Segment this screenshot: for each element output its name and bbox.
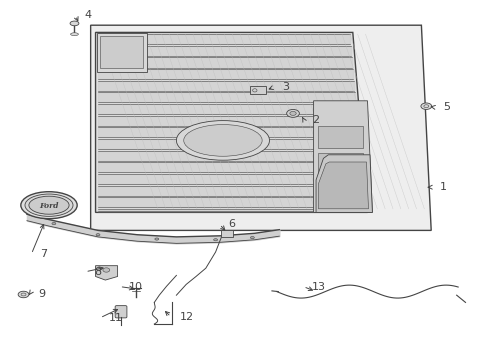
Text: 5: 5 (443, 102, 450, 112)
Text: 2: 2 (313, 115, 320, 125)
Polygon shape (314, 101, 372, 212)
Ellipse shape (421, 103, 432, 109)
Polygon shape (316, 155, 372, 212)
Bar (318, 153, 363, 175)
Text: 12: 12 (180, 312, 194, 322)
FancyBboxPatch shape (115, 306, 127, 318)
Polygon shape (97, 33, 147, 72)
Ellipse shape (250, 237, 254, 239)
Ellipse shape (176, 121, 270, 160)
Text: 9: 9 (38, 289, 46, 300)
Text: 7: 7 (40, 249, 48, 259)
Ellipse shape (96, 234, 100, 236)
Ellipse shape (155, 238, 159, 240)
Ellipse shape (25, 194, 73, 216)
Ellipse shape (287, 109, 299, 117)
Ellipse shape (52, 222, 56, 225)
Polygon shape (91, 25, 431, 230)
Polygon shape (318, 162, 368, 209)
Bar (221, 230, 233, 237)
Text: 8: 8 (94, 267, 101, 277)
Bar (318, 126, 363, 148)
Text: 1: 1 (440, 182, 447, 192)
Ellipse shape (21, 192, 77, 219)
Text: 4: 4 (84, 10, 92, 21)
Bar (250, 86, 266, 94)
Text: 10: 10 (128, 282, 143, 292)
Text: 13: 13 (312, 282, 326, 292)
Text: 6: 6 (228, 219, 235, 229)
Polygon shape (100, 36, 143, 68)
Text: 11: 11 (109, 313, 123, 323)
Text: Ford: Ford (39, 202, 59, 210)
Ellipse shape (70, 21, 79, 26)
Ellipse shape (184, 125, 262, 156)
Bar (318, 178, 363, 200)
Polygon shape (96, 266, 118, 280)
Ellipse shape (103, 268, 110, 272)
Ellipse shape (290, 112, 296, 115)
Ellipse shape (214, 239, 218, 241)
Ellipse shape (18, 291, 29, 298)
Text: 3: 3 (282, 82, 289, 93)
Ellipse shape (29, 196, 69, 214)
Polygon shape (96, 32, 368, 212)
Ellipse shape (71, 33, 78, 36)
